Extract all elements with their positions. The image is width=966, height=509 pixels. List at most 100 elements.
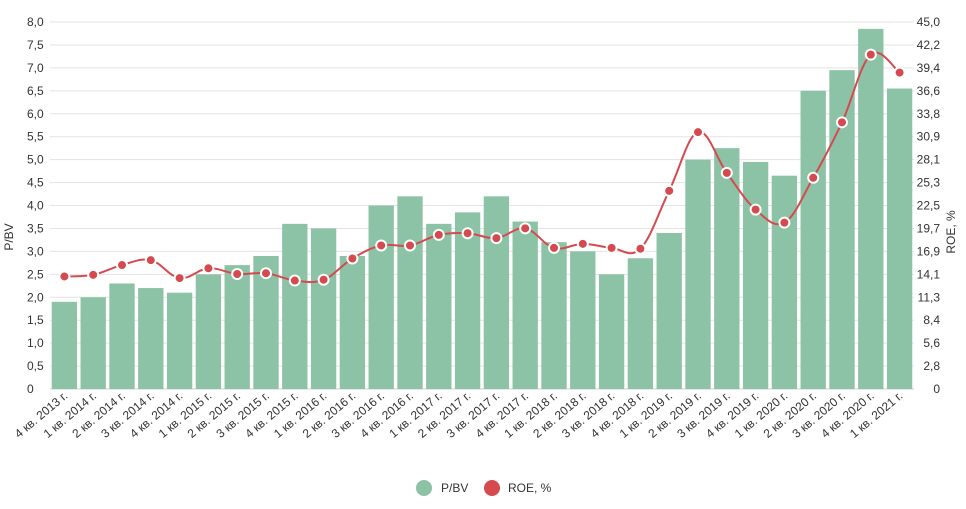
roe-point[interactable] bbox=[87, 268, 100, 281]
pbv-bar[interactable] bbox=[570, 251, 596, 389]
pbv-bar[interactable] bbox=[742, 161, 769, 389]
roe-point[interactable] bbox=[432, 228, 445, 241]
pbv-bar[interactable] bbox=[541, 242, 567, 389]
legend-label-pbv: P/BV bbox=[441, 481, 468, 495]
right-axis-title: ROE, % bbox=[944, 210, 958, 254]
roe-point[interactable] bbox=[864, 48, 877, 61]
pbv-bar[interactable] bbox=[397, 196, 423, 389]
roe-point[interactable] bbox=[173, 272, 186, 285]
right-tick-label: 30,9 bbox=[917, 130, 941, 144]
pbv-bar[interactable] bbox=[598, 274, 625, 389]
pbv-bar[interactable] bbox=[282, 223, 308, 389]
left-axis-title: P/BV bbox=[2, 223, 16, 250]
roe-point[interactable] bbox=[605, 241, 618, 254]
pbv-bar[interactable] bbox=[138, 288, 164, 389]
roe-point[interactable] bbox=[260, 267, 272, 280]
right-tick-label: 36,6 bbox=[917, 84, 941, 98]
roe-point[interactable] bbox=[720, 166, 733, 179]
pbv-bar[interactable] bbox=[512, 221, 538, 389]
pbv-bar[interactable] bbox=[714, 148, 740, 389]
left-axis: 0 0,5 1,0 1,5 2,0 2,5 3,0 3,5 4,0 4,5 5,0 5,5 6,0 6,5… bbox=[27, 15, 44, 396]
roe-point[interactable] bbox=[375, 239, 388, 252]
pbv-bar[interactable] bbox=[771, 175, 798, 389]
x-axis: 4 кв. 2013 г.1 кв. 2014 г.2 кв. 2014 г.3… bbox=[12, 389, 906, 441]
pbv-bar[interactable] bbox=[858, 28, 884, 389]
right-tick-label: 0 bbox=[933, 382, 940, 396]
left-tick-label: 6,0 bbox=[27, 107, 44, 121]
roe-point[interactable] bbox=[231, 268, 244, 281]
roe-point[interactable] bbox=[346, 252, 359, 265]
right-tick-label: 2,8 bbox=[923, 359, 940, 373]
pbv-bar[interactable] bbox=[426, 223, 452, 389]
right-tick-label: 33,8 bbox=[917, 107, 941, 121]
left-tick-label: 1,0 bbox=[27, 336, 44, 350]
roe-point[interactable] bbox=[116, 259, 128, 272]
right-axis: 0 2,8 5,6 8,4 11,3 14,1 16,9 19,7 22,5 25,3 28,1 30… bbox=[917, 15, 941, 396]
roe-point[interactable] bbox=[202, 262, 215, 275]
roe-point[interactable] bbox=[519, 222, 532, 235]
roe-point[interactable] bbox=[404, 239, 416, 252]
pbv-bar[interactable] bbox=[310, 228, 337, 389]
legend-item-roe[interactable]: ROE, % bbox=[484, 480, 552, 496]
legend-marker-pbv bbox=[416, 480, 432, 496]
pbv-bar[interactable] bbox=[195, 274, 222, 389]
pbv-bar[interactable] bbox=[886, 88, 913, 390]
right-tick-label: 39,4 bbox=[917, 61, 941, 75]
roe-point[interactable] bbox=[893, 66, 906, 79]
pbv-bar[interactable] bbox=[656, 233, 682, 389]
right-tick-label: 19,7 bbox=[917, 221, 941, 235]
pbv-bar[interactable] bbox=[224, 265, 250, 389]
pbv-bar[interactable] bbox=[339, 255, 366, 389]
left-tick-label: 7,5 bbox=[27, 38, 44, 52]
roe-point[interactable] bbox=[490, 232, 503, 245]
pbv-bar[interactable] bbox=[166, 292, 193, 389]
pbv-bar[interactable] bbox=[368, 205, 394, 390]
roe-point[interactable] bbox=[317, 273, 330, 286]
roe-point[interactable] bbox=[461, 227, 474, 240]
pbv-bar[interactable] bbox=[454, 212, 481, 389]
pbv-bar[interactable] bbox=[627, 258, 654, 389]
pbv-bar[interactable] bbox=[800, 90, 826, 389]
roe-point[interactable] bbox=[778, 216, 791, 229]
roe-line-layer bbox=[58, 48, 906, 287]
right-tick-label: 25,3 bbox=[917, 176, 941, 190]
right-tick-label: 42,2 bbox=[917, 38, 941, 52]
roe-point[interactable] bbox=[548, 241, 560, 254]
pbv-bar[interactable] bbox=[483, 196, 510, 389]
left-tick-label: 4,5 bbox=[27, 176, 44, 190]
roe-point[interactable] bbox=[836, 116, 848, 129]
pbv-bar[interactable] bbox=[80, 297, 106, 389]
legend-marker-roe bbox=[484, 480, 500, 496]
roe-point[interactable] bbox=[288, 274, 301, 287]
left-tick-label: 3,0 bbox=[27, 244, 44, 258]
bars bbox=[51, 28, 913, 390]
roe-point[interactable] bbox=[663, 184, 676, 197]
right-tick-label: 8,4 bbox=[923, 313, 940, 327]
left-tick-label: 5,0 bbox=[27, 153, 44, 167]
legend-item-pbv[interactable]: P/BV bbox=[416, 480, 468, 496]
right-tick-label: 28,1 bbox=[917, 153, 941, 167]
roe-point[interactable] bbox=[749, 203, 762, 216]
roe-point[interactable] bbox=[58, 270, 71, 283]
left-tick-label: 2,5 bbox=[27, 267, 44, 281]
right-tick-label: 11,3 bbox=[918, 290, 941, 304]
roe-point[interactable] bbox=[634, 242, 647, 255]
pbv-bar[interactable] bbox=[51, 301, 78, 389]
pbv-bar[interactable] bbox=[685, 159, 711, 389]
roe-point[interactable] bbox=[692, 126, 704, 139]
right-tick-label: 45,0 bbox=[917, 15, 941, 29]
legend: P/BV ROE, % bbox=[416, 480, 552, 496]
roe-point[interactable] bbox=[576, 237, 589, 250]
left-tick-label: 5,5 bbox=[27, 130, 44, 144]
pbv-bar[interactable] bbox=[109, 283, 135, 389]
roe-point[interactable] bbox=[144, 254, 157, 267]
right-tick-label: 5,6 bbox=[923, 336, 940, 350]
legend-label-roe: ROE, % bbox=[508, 481, 552, 495]
roe-point[interactable] bbox=[807, 171, 820, 184]
left-tick-label: 4,0 bbox=[27, 199, 44, 213]
left-tick-label: 3,5 bbox=[27, 221, 44, 235]
left-tick-label: 7,0 bbox=[27, 61, 44, 75]
left-tick-label: 0 bbox=[27, 382, 34, 396]
left-tick-label: 8,0 bbox=[27, 15, 44, 29]
